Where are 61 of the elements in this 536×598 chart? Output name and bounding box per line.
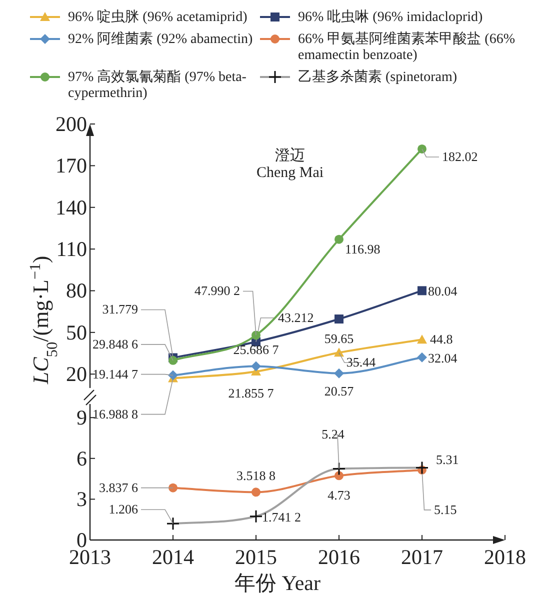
y-tick-label: 20 (66, 362, 87, 386)
x-axis-title: 年份 Year (234, 571, 320, 595)
data-label: 5.15 (434, 502, 457, 517)
data-label: 3.837 6 (99, 480, 138, 495)
x-tick-label: 2015 (235, 545, 277, 569)
point (334, 471, 344, 480)
x-tick-label: 2017 (401, 545, 443, 569)
data-label: 182.02 (442, 148, 478, 164)
data-label: 3.518 8 (236, 468, 276, 484)
y-tick-label: 170 (56, 154, 87, 178)
y-tick-label: 200 (56, 112, 87, 136)
data-label: 25.686 7 (233, 342, 280, 358)
data-label: 19.144 7 (92, 366, 138, 382)
data-label: 44.8 (430, 332, 453, 347)
legend-label: 66% 甲氨基阿维菌素苯甲酸盐 (66% emamectin benzoate) (298, 30, 516, 64)
y-tick-label: 140 (56, 195, 87, 220)
data-label: 59.65 (324, 331, 354, 346)
legend-label: 92% 阿维菌素 (92% abamectin) (68, 30, 253, 48)
legend-label: 乙基多杀菌素 (spinetoram) (298, 68, 458, 86)
point (168, 356, 178, 365)
data-label: 1.206 (108, 502, 138, 517)
data-label: 5.24 (322, 426, 345, 442)
point (418, 144, 426, 154)
x-tick-label: 2014 (152, 545, 194, 569)
point (334, 314, 344, 324)
point (252, 488, 260, 497)
point (168, 370, 178, 380)
y-tick-label: 9 (76, 406, 87, 430)
point (334, 368, 344, 378)
y-tick-label: 110 (56, 237, 87, 262)
point (334, 234, 344, 244)
point (252, 330, 260, 340)
text: 澄迈 Cheng Mai (256, 147, 324, 181)
y-tick-label: 3 (76, 487, 87, 512)
legend-label: 97% 高效氯氰菊酯 (97% beta-cypermethrin) (68, 68, 248, 102)
point (251, 361, 261, 372)
data-label: 47.990 2 (194, 283, 240, 298)
data-label: 43.212 (278, 310, 314, 325)
legend-label: 96% 吡虫啉 (96% imidacloprid) (298, 8, 483, 26)
data-label: 5.31 (436, 452, 459, 467)
data-label: 4.73 (328, 488, 350, 503)
data-label: 20.57 (324, 383, 354, 398)
data-label: 31.779 (102, 302, 138, 317)
point (418, 286, 426, 296)
point (417, 352, 427, 362)
data-label: 32.04 (428, 350, 458, 366)
y-tick-label: 80 (66, 278, 87, 303)
data-label: 35.44 (346, 354, 376, 370)
x-tick-label: 2018 (484, 545, 526, 569)
data-label: 116.98 (345, 241, 380, 256)
data-label: 16.988 8 (92, 406, 138, 422)
point (417, 334, 427, 344)
data-label: 29.848 6 (92, 336, 138, 352)
y-tick-label: 6 (76, 446, 87, 470)
legend-label: 96% 啶虫脒 (96% acetamiprid) (68, 8, 248, 26)
y-tick-label: 50 (66, 320, 87, 344)
data-label: 1.741 2 (262, 509, 301, 524)
data-label: 80.04 (428, 284, 458, 299)
point (168, 483, 178, 492)
data-label: 21.855 7 (228, 386, 274, 401)
x-tick-label: 2016 (318, 545, 360, 569)
